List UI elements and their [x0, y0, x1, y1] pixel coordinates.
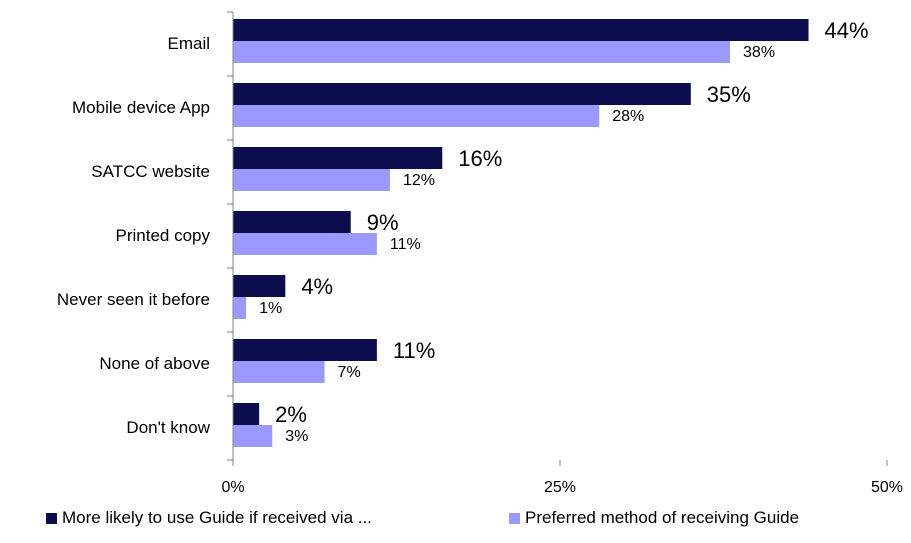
category-label: Don't know	[126, 418, 210, 437]
legend-item-series-1: More likely to use Guide if received via…	[46, 508, 372, 528]
legend-item-series-2: Preferred method of receiving Guide	[509, 508, 799, 528]
bar-series-2	[233, 105, 600, 127]
data-label-series-1: 35%	[707, 82, 751, 107]
data-label-series-2: 28%	[612, 108, 644, 125]
bar-series-1	[233, 275, 286, 297]
bar-series-2	[233, 297, 247, 319]
data-label-series-1: 44%	[825, 18, 869, 43]
data-label-series-2: 11%	[390, 236, 421, 253]
bar-series-1	[233, 339, 377, 361]
data-label-series-1: 11%	[393, 338, 435, 363]
data-label-series-1: 9%	[367, 210, 399, 235]
x-tick-label: 0%	[221, 479, 244, 496]
bar-chart: 44% 38% Email 35% 28% Mobile device App 16% 12%…	[57, 11, 903, 496]
bar-series-1	[233, 403, 260, 425]
legend-swatch-series-2	[509, 512, 520, 524]
category-label: SATCC website	[91, 162, 210, 181]
bar-series-1	[233, 147, 443, 169]
data-label-series-2: 7%	[338, 364, 361, 381]
data-label-series-2: 12%	[403, 172, 435, 189]
category-label: None of above	[99, 354, 210, 373]
x-tick-label: 50%	[871, 479, 903, 496]
legend-swatch-series-1	[46, 512, 57, 524]
bar-series-1	[233, 19, 809, 41]
bar-series-1	[233, 83, 691, 105]
bar-series-2	[233, 41, 731, 63]
data-label-series-1: 4%	[301, 274, 333, 299]
bar-series-2	[233, 425, 273, 447]
data-label-series-2: 3%	[285, 428, 308, 445]
category-label: Email	[167, 34, 210, 53]
category-label: Printed copy	[116, 226, 211, 245]
bar-series-2	[233, 169, 390, 191]
category-label: Never seen it before	[57, 290, 210, 309]
legend-label-series-2: Preferred method of receiving Guide	[525, 508, 800, 527]
bar-series-2	[233, 233, 377, 255]
x-tick-label: 25%	[544, 479, 576, 496]
data-label-series-2: 1%	[259, 300, 282, 317]
data-label-series-2: 38%	[743, 44, 775, 61]
bar-series-1	[233, 211, 351, 233]
category-label: Mobile device App	[72, 98, 210, 117]
data-label-series-1: 16%	[458, 146, 502, 171]
legend-label-series-1: More likely to use Guide if received via…	[62, 508, 372, 527]
data-label-series-1: 2%	[275, 402, 307, 427]
legend: More likely to use Guide if received via…	[0, 508, 911, 534]
bar-series-2	[233, 361, 325, 383]
